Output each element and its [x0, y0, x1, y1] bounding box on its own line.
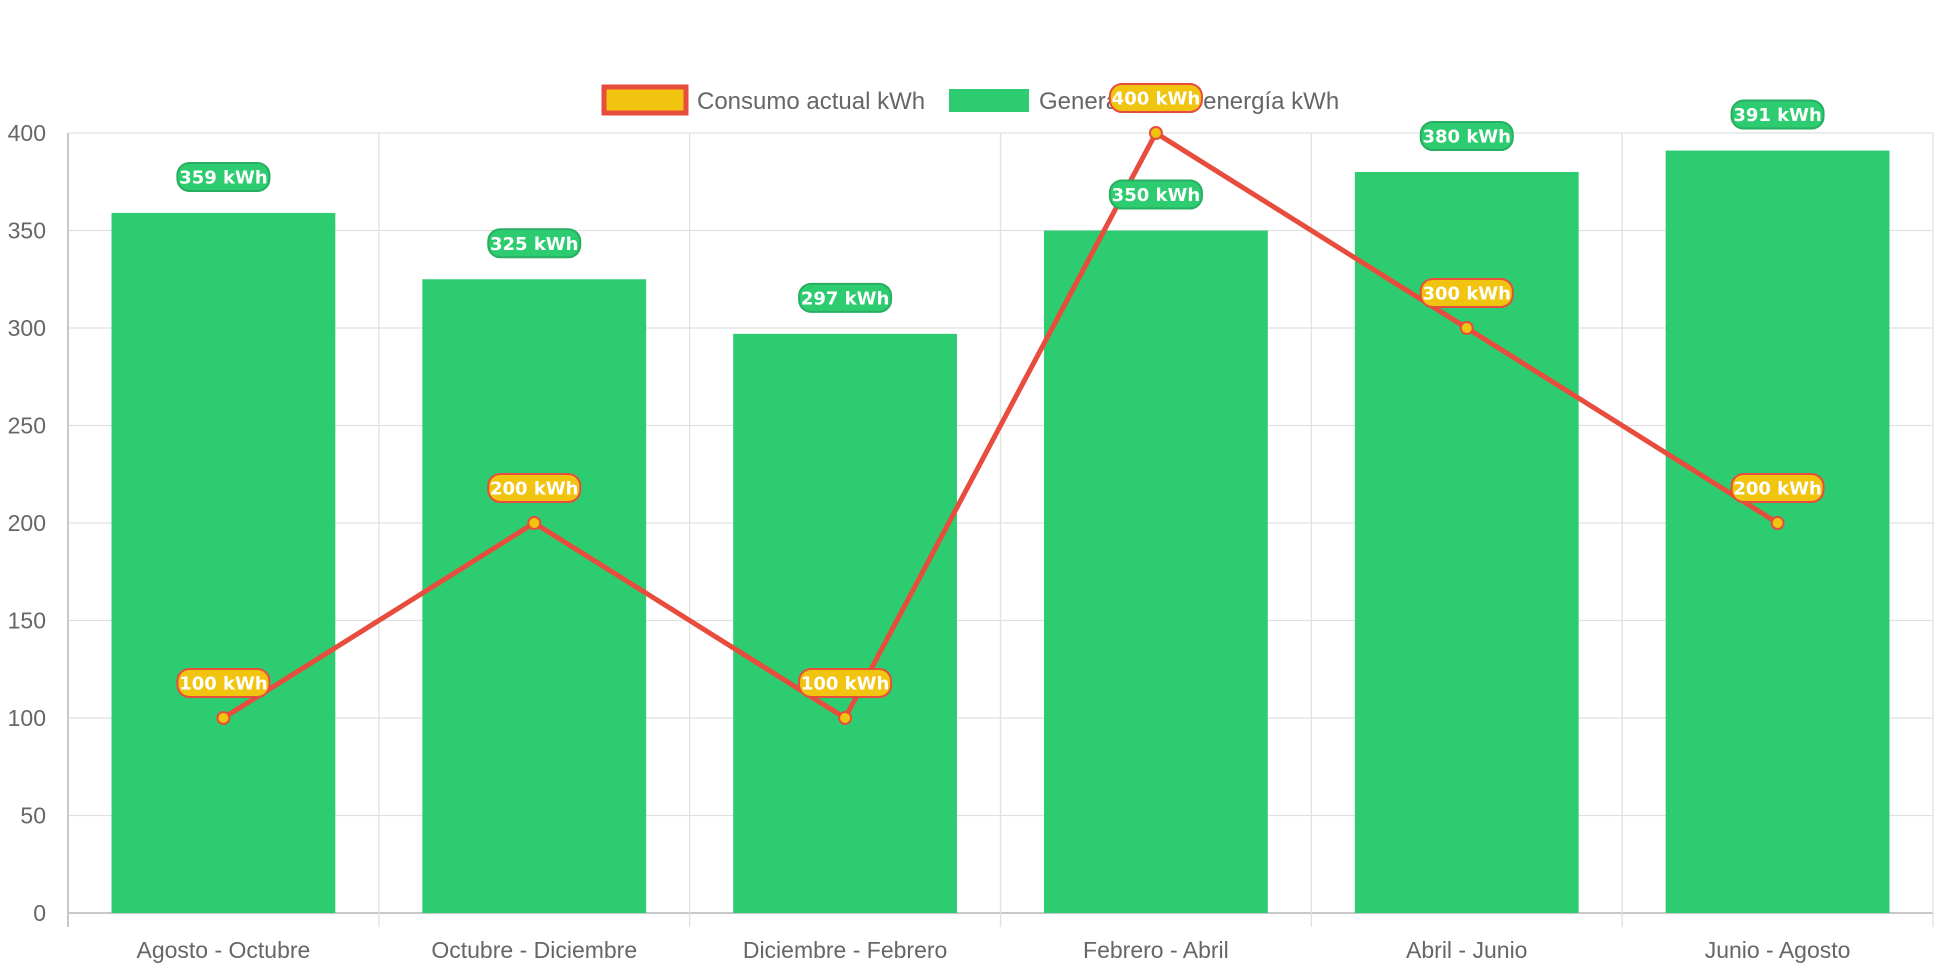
x-axis: Agosto - Octubre Octubre - Diciembre Dicie… — [136, 937, 1850, 963]
line-point — [216, 711, 231, 725]
x-tick-label: Abril - Junio — [1406, 937, 1527, 963]
bar — [111, 212, 336, 913]
line-data-labels: 100 kWh 200 kWh 100 kWh 400 kWh 300 kWh 200 k… — [176, 83, 1825, 698]
legend-label-consumo[interactable]: Consumo actual kWh — [697, 88, 925, 115]
x-tick-label: Diciembre - Febrero — [743, 937, 948, 963]
line-point — [838, 711, 853, 725]
line-data-label-bg — [176, 668, 271, 698]
bar-data-label: 297 kWh — [801, 288, 889, 309]
line-data-label-bg — [1108, 83, 1203, 113]
x-tick-label: Junio - Agosto — [1705, 937, 1851, 963]
bar-data-labels: 359 kWh 325 kWh 297 kWh 350 kWh 380 kWh 391 k… — [176, 99, 1825, 313]
line-point — [1459, 321, 1474, 335]
bar-data-label-bg — [1108, 179, 1203, 210]
line-point — [527, 516, 542, 530]
x-tick-label: Agosto - Octubre — [136, 937, 310, 963]
y-tick-label: 300 — [8, 315, 46, 341]
bar-data-label: 380 kWh — [1423, 127, 1511, 148]
bar-data-label: 350 kWh — [1112, 185, 1200, 206]
bar — [733, 333, 957, 914]
bar — [422, 279, 647, 913]
line-data-label: 200 kWh — [490, 479, 578, 500]
bar-data-label-bg — [1730, 99, 1825, 130]
y-tick-label: 0 — [33, 900, 46, 926]
line-point — [1148, 126, 1163, 140]
y-tick-label: 250 — [8, 413, 46, 439]
legend[interactable]: Consumo actual kWh Generación de energía… — [601, 84, 1339, 116]
line-data-label-bg — [1730, 473, 1825, 503]
bar — [1044, 230, 1268, 913]
bar — [1665, 150, 1890, 914]
y-tick-label: 200 — [8, 510, 46, 536]
bar-data-label: 359 kWh — [179, 167, 267, 188]
line-data-label: 100 kWh — [801, 674, 889, 695]
bar-data-label: 325 kWh — [490, 234, 578, 255]
y-tick-label: 350 — [8, 218, 46, 244]
y-tick-label: 50 — [20, 803, 46, 829]
line-data-label: 100 kWh — [179, 674, 267, 695]
line-data-label-bg — [798, 668, 893, 698]
line-data-label: 300 kWh — [1423, 284, 1511, 305]
x-tick-label: Octubre - Diciembre — [431, 937, 637, 963]
line-data-label: 400 kWh — [1112, 89, 1200, 110]
line-series — [216, 126, 1785, 725]
legend-swatch-consumo[interactable] — [601, 84, 689, 116]
y-tick-label: 100 — [8, 705, 46, 731]
y-tick-label: 400 — [8, 120, 46, 146]
bar-data-label: 391 kWh — [1733, 105, 1821, 126]
y-axis: 0 50 100 150 200 250 300 350 400 — [8, 120, 46, 926]
x-tick-label: Febrero - Abril — [1083, 937, 1229, 963]
y-tick-label: 150 — [8, 608, 46, 634]
line-data-label: 200 kWh — [1733, 479, 1821, 500]
consumo-line — [222, 130, 1779, 721]
grid — [67, 132, 1934, 927]
bar-data-label-bg — [487, 228, 582, 259]
bar-series — [111, 150, 1890, 914]
line-data-label-bg — [487, 473, 582, 503]
bar-data-label-bg — [176, 161, 271, 192]
legend-swatch-generacion[interactable] — [949, 89, 1029, 112]
line-point — [1770, 516, 1785, 530]
bar-data-label-bg — [798, 282, 893, 313]
bar-data-label-bg — [1419, 121, 1514, 151]
line-data-label-bg — [1419, 278, 1514, 308]
